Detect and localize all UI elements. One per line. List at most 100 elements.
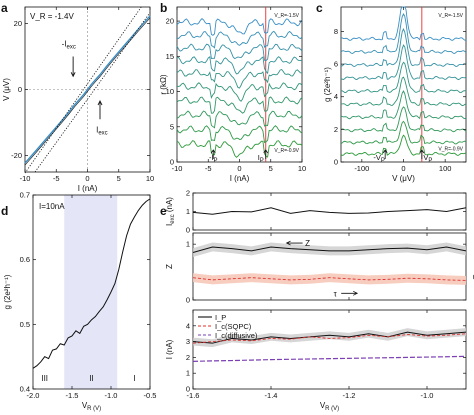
vp-pos-arrow bbox=[419, 149, 425, 159]
y-tick-label-e3: 4 bbox=[186, 321, 190, 330]
y-tick-label-d: 0.5 bbox=[20, 320, 30, 329]
ip-curve bbox=[192, 331, 467, 344]
panel-a: -10 -5 0 5 10 -20 0 20 I (nA) V (μV) V_R = -1.4V -I… bbox=[2, 6, 154, 193]
plot-frame bbox=[32, 194, 151, 390]
g-curve bbox=[340, 90, 467, 120]
iv-curve-black bbox=[24, 17, 151, 166]
y-tick-label-c: 0 bbox=[334, 158, 338, 167]
top-vr-label-b: V_R=-1.5V bbox=[274, 13, 299, 19]
r-curve bbox=[176, 82, 303, 102]
y-tick-label-c: 4 bbox=[334, 92, 338, 101]
panel-label-a: a bbox=[1, 1, 8, 15]
vp-pos-label: VP bbox=[423, 153, 432, 164]
z-error-band bbox=[193, 242, 466, 258]
vp-neg-label: -VP bbox=[373, 153, 385, 164]
ip-neg-arrow bbox=[210, 149, 216, 159]
y-tick-label-b: 5 bbox=[170, 122, 174, 131]
y-axis-label-e3: I (nA) bbox=[165, 339, 174, 359]
x-tick-label-a: 10 bbox=[146, 174, 154, 183]
bottom-vr-label-c: V_R=-0.9V bbox=[438, 147, 463, 153]
x-tick-label-b: 0 bbox=[237, 164, 241, 173]
x-tick-label-d: -1.5 bbox=[66, 391, 79, 400]
panel-c: -100 0 100 0 2 4 6 8 V (μV) g (2e²h⁻¹) V_R=-1.5V V_… bbox=[323, 6, 467, 183]
y-axis-label-b: r (kΩ) bbox=[159, 74, 168, 95]
iexc-pos-arrowhead bbox=[97, 100, 103, 106]
x-tick-label-a: 5 bbox=[117, 174, 121, 183]
linear-fit-dotted bbox=[34, 12, 151, 173]
plot-frame bbox=[340, 6, 467, 163]
panel-label-b: b bbox=[160, 1, 167, 15]
g-curve bbox=[340, 134, 467, 156]
y-tick-label-e3: 3 bbox=[186, 337, 190, 346]
iexc-neg-arrowhead bbox=[70, 72, 76, 78]
legend-label-0: I_P bbox=[215, 313, 226, 322]
y-tick-label-e3: 1 bbox=[186, 369, 190, 378]
y-tick-label-e1: 0 bbox=[186, 226, 190, 235]
panel-label-c: c bbox=[316, 1, 323, 15]
linear-fit-dotted bbox=[24, 6, 142, 174]
y-axis-label-a: V (μV) bbox=[2, 78, 11, 101]
r-curve bbox=[176, 125, 303, 144]
ip-error-band bbox=[193, 328, 466, 348]
region-ii-shade bbox=[64, 195, 118, 389]
x-tick-label-c: 0 bbox=[401, 164, 405, 173]
panel-d: -2.0 -1.5 -1.0 -0.5 0.4 0.5 0.6 0.7 VR (V) g (2e²… bbox=[3, 191, 156, 413]
g-curve bbox=[340, 106, 467, 133]
y-tick-label-c: 2 bbox=[334, 125, 338, 134]
y-tick-label-d: 0.6 bbox=[20, 255, 30, 264]
iexc-curve bbox=[192, 207, 467, 215]
ic-sqpc-curve bbox=[192, 333, 467, 344]
x-axis-label-b: I (nA) bbox=[230, 174, 250, 183]
plot-frame bbox=[192, 309, 467, 390]
g-curve bbox=[340, 6, 467, 41]
r-curve bbox=[176, 140, 303, 158]
r-curve bbox=[176, 110, 303, 129]
tau-curve bbox=[192, 277, 467, 281]
x-tick-label-b: 5 bbox=[269, 164, 273, 173]
y-tick-label-d: 0.7 bbox=[20, 191, 30, 200]
region-label-I: I bbox=[133, 374, 135, 383]
y-tick-label-b: 0 bbox=[170, 158, 174, 167]
x-tick-label-e: -1.2 bbox=[343, 391, 356, 400]
y-tick-label-b: 20 bbox=[166, 17, 174, 26]
y-tick-label-e3: 0 bbox=[186, 385, 190, 394]
vp-neg-arrow bbox=[382, 149, 388, 159]
y-tick-label-e1: 2 bbox=[186, 189, 190, 198]
y-tick-label-a: 20 bbox=[14, 19, 22, 28]
tau-arrow-label: τ bbox=[334, 289, 338, 298]
x-tick-label-b: -5 bbox=[205, 164, 212, 173]
r-curve bbox=[176, 96, 303, 114]
y-axis-label-e2: Z bbox=[165, 264, 174, 269]
x-tick-label-e: -1.4 bbox=[265, 391, 278, 400]
tau-error-band bbox=[193, 273, 466, 285]
x-tick-label-a: -10 bbox=[20, 174, 31, 183]
panel-label-d: d bbox=[1, 204, 8, 218]
x-axis-label-d: VR (V) bbox=[82, 401, 101, 412]
conductance-curve bbox=[32, 198, 151, 369]
ip-neg-label: -IP bbox=[209, 153, 218, 164]
top-vr-label-c: V_R=-1.5V bbox=[438, 13, 463, 19]
y-tick-label-d: 0.4 bbox=[20, 385, 30, 394]
g-curve bbox=[340, 61, 467, 94]
legend-label-2: I_c(diffusive) bbox=[215, 331, 258, 340]
y-axis-label-e1: Iexc (nA) bbox=[165, 197, 176, 226]
x-tick-label-e: -1.6 bbox=[187, 391, 200, 400]
current-annotation-d: I=10nA bbox=[39, 202, 65, 211]
plot-frame bbox=[192, 232, 467, 301]
y2-tick-label-e2: 0.5 bbox=[473, 273, 474, 282]
r-curve bbox=[176, 55, 303, 75]
iexc-pos-label: Iexc bbox=[96, 125, 108, 136]
r-curve bbox=[176, 43, 303, 61]
plot-frame bbox=[176, 6, 303, 163]
y-tick-label-e2: 1 bbox=[186, 240, 190, 249]
g-curve bbox=[340, 13, 467, 54]
y-tick-label-e2: 0 bbox=[186, 296, 190, 305]
y-tick-label-a: -20 bbox=[11, 151, 22, 160]
r-curve bbox=[176, 18, 303, 36]
z-curve bbox=[192, 246, 467, 254]
ic-diffusive-curve bbox=[192, 355, 467, 362]
x-tick-label-d: -2.0 bbox=[27, 391, 40, 400]
region-label-III: III bbox=[41, 374, 48, 383]
z-arrow bbox=[285, 240, 303, 246]
